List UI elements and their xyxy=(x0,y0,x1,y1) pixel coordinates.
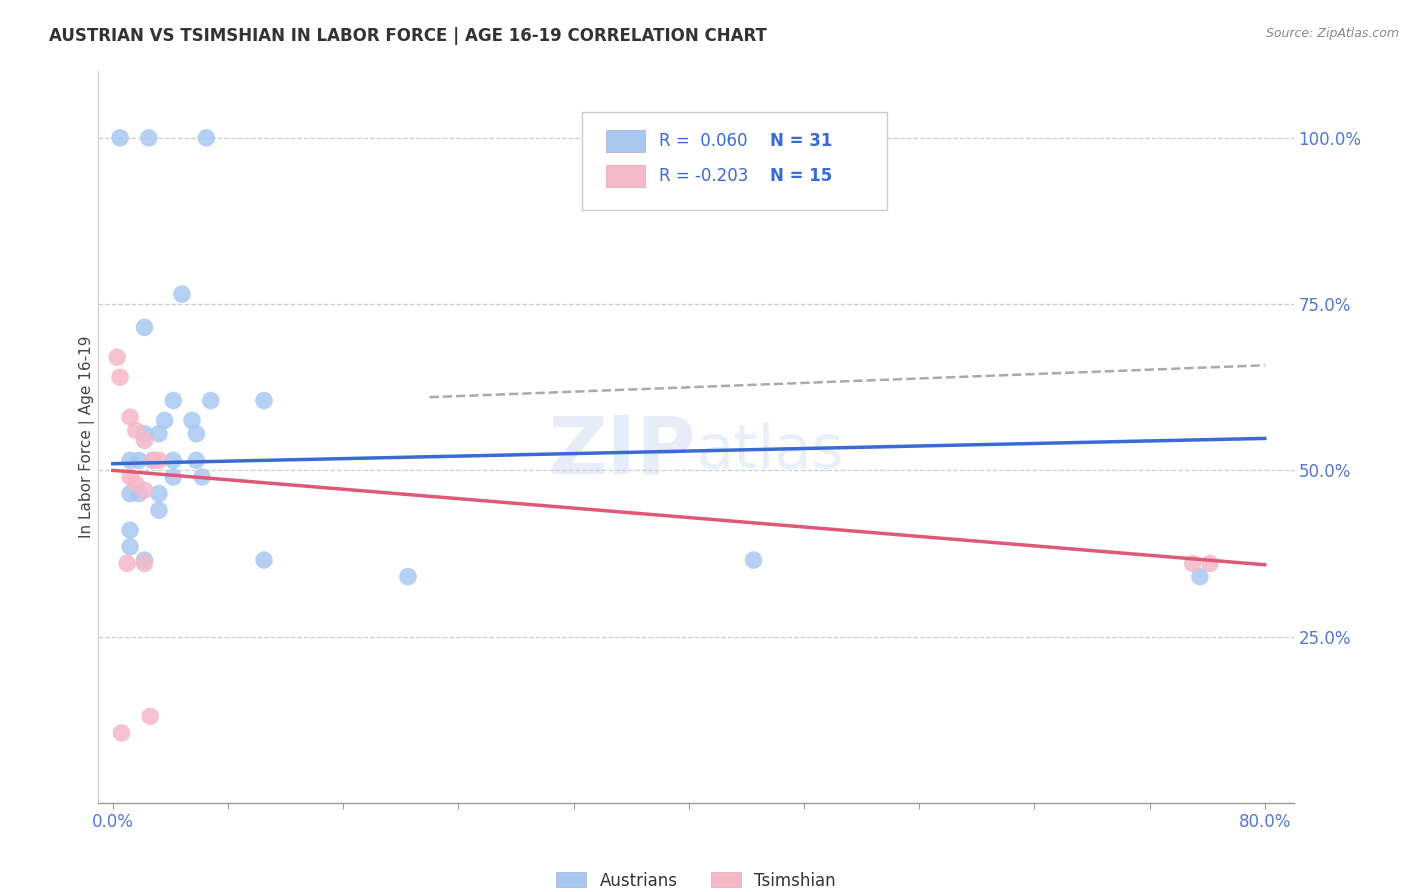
Text: atlas: atlas xyxy=(696,422,844,481)
Point xyxy=(1188,570,1211,584)
Text: ZIP: ZIP xyxy=(548,413,696,491)
Point xyxy=(105,351,128,365)
Point xyxy=(128,453,150,467)
Point xyxy=(195,131,218,145)
Point xyxy=(120,540,142,554)
Point xyxy=(125,424,148,438)
Point xyxy=(142,453,165,467)
Y-axis label: In Labor Force | Age 16-19: In Labor Force | Age 16-19 xyxy=(79,335,96,539)
Point xyxy=(142,453,165,467)
Point xyxy=(1181,557,1204,571)
Point xyxy=(120,453,142,467)
Point xyxy=(742,553,765,567)
Point xyxy=(396,570,419,584)
Text: R = -0.203: R = -0.203 xyxy=(659,167,748,185)
Point xyxy=(148,453,170,467)
Point xyxy=(186,453,208,467)
Point xyxy=(134,557,156,571)
Point xyxy=(1199,557,1222,571)
Point xyxy=(138,131,160,145)
Point xyxy=(120,523,142,537)
Point xyxy=(153,413,176,427)
Point xyxy=(128,486,150,500)
Text: Source: ZipAtlas.com: Source: ZipAtlas.com xyxy=(1265,27,1399,40)
Point xyxy=(120,470,142,484)
Point xyxy=(253,393,276,408)
Point xyxy=(125,476,148,491)
Point xyxy=(120,410,142,425)
Point xyxy=(162,393,184,408)
Point xyxy=(110,726,132,740)
Point xyxy=(191,470,214,484)
Legend: Austrians, Tsimshian: Austrians, Tsimshian xyxy=(557,871,835,889)
Point xyxy=(139,709,162,723)
Point xyxy=(148,486,170,500)
Text: AUSTRIAN VS TSIMSHIAN IN LABOR FORCE | AGE 16-19 CORRELATION CHART: AUSTRIAN VS TSIMSHIAN IN LABOR FORCE | A… xyxy=(49,27,768,45)
Point xyxy=(253,553,276,567)
Text: N = 31: N = 31 xyxy=(770,132,832,150)
Point xyxy=(134,553,156,567)
Point xyxy=(148,503,170,517)
Point xyxy=(108,131,131,145)
Point xyxy=(134,320,156,334)
Point xyxy=(134,434,156,448)
Point xyxy=(170,287,193,301)
Point xyxy=(120,486,142,500)
Bar xyxy=(606,165,644,187)
Point xyxy=(115,557,138,571)
Text: R =  0.060: R = 0.060 xyxy=(659,132,748,150)
Text: N = 15: N = 15 xyxy=(770,167,832,185)
Point xyxy=(162,453,184,467)
Point xyxy=(134,426,156,441)
Point xyxy=(200,393,222,408)
Point xyxy=(181,413,204,427)
Point xyxy=(162,470,184,484)
Point xyxy=(186,426,208,441)
Bar xyxy=(606,130,644,152)
FancyBboxPatch shape xyxy=(582,112,887,211)
Point xyxy=(134,483,156,498)
Point xyxy=(148,426,170,441)
Point xyxy=(108,370,131,384)
